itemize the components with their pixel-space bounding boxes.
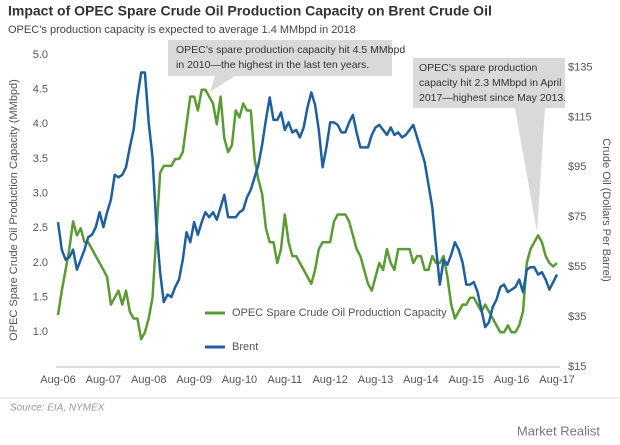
y2-tick-label: $95	[568, 161, 586, 173]
y-tick-label: 4.0	[33, 118, 48, 130]
x-tick-label: Aug-12	[312, 374, 347, 386]
y2-axis-title: Crude Oil (Dollars Per Barrel)	[600, 138, 612, 282]
x-tick-label: Aug-16	[494, 374, 529, 386]
chart-subtitle: OPEC’s production capacity is expected t…	[8, 24, 356, 36]
x-tick-label: Aug-07	[86, 374, 121, 386]
x-tick-label: Aug-10	[222, 374, 257, 386]
x-tick-label: Aug-15	[449, 374, 484, 386]
legend-label: Brent	[232, 341, 258, 353]
y-tick-label: 2.5	[33, 222, 48, 234]
series-line	[56, 88, 558, 341]
y2-tick-label: $135	[568, 61, 592, 73]
callout-box	[413, 58, 565, 232]
legend-label: OPEC Spare Crude Oil Production Capacity	[232, 307, 447, 319]
y-tick-label: 1.5	[33, 292, 48, 304]
brand: Market Realist	[517, 423, 600, 438]
y-tick-label: 1.0	[33, 326, 48, 338]
series-line	[56, 71, 559, 329]
callout-box	[168, 40, 392, 92]
y-tick-label: 4.5	[33, 84, 48, 96]
y2-tick-label: $55	[568, 261, 586, 273]
annotation-line: in 2010—the highest in the last ten year…	[176, 59, 369, 71]
y2-tick-label: $15	[568, 361, 586, 373]
y2-tick-label: $115	[568, 111, 592, 123]
chart-title: Impact of OPEC Spare Crude Oil Productio…	[8, 3, 492, 19]
y-tick-label: 3.0	[33, 188, 48, 200]
x-tick-label: Aug-13	[358, 374, 393, 386]
x-tick-label: Aug-17	[539, 374, 574, 386]
annotation-line: 2017—highest since May 2013.	[419, 92, 566, 104]
x-tick-label: Aug-11	[267, 374, 302, 386]
y-axis-title: OPEC Spare Crude Oil Production Capacity…	[8, 79, 20, 341]
y2-tick-label: $35	[568, 311, 586, 323]
y-tick-label: 5.0	[33, 49, 48, 61]
y2-tick-label: $75	[568, 211, 586, 223]
x-tick-label: Aug-09	[176, 374, 211, 386]
x-tick-label: Aug-14	[403, 374, 438, 386]
x-tick-label: Aug-08	[131, 374, 166, 386]
annotation-line: OPEC’s spare production	[419, 62, 537, 74]
y-tick-label: 2.0	[33, 257, 48, 269]
y-tick-label: 3.5	[33, 153, 48, 165]
annotation-line: capacity hit 2.3 MMbpd in April	[419, 77, 561, 89]
x-tick-label: Aug-06	[40, 374, 75, 386]
annotation-line: OPEC’s spare production capacity hit 4.5…	[176, 44, 405, 56]
source: Source: EIA, NYMEX	[10, 403, 105, 414]
